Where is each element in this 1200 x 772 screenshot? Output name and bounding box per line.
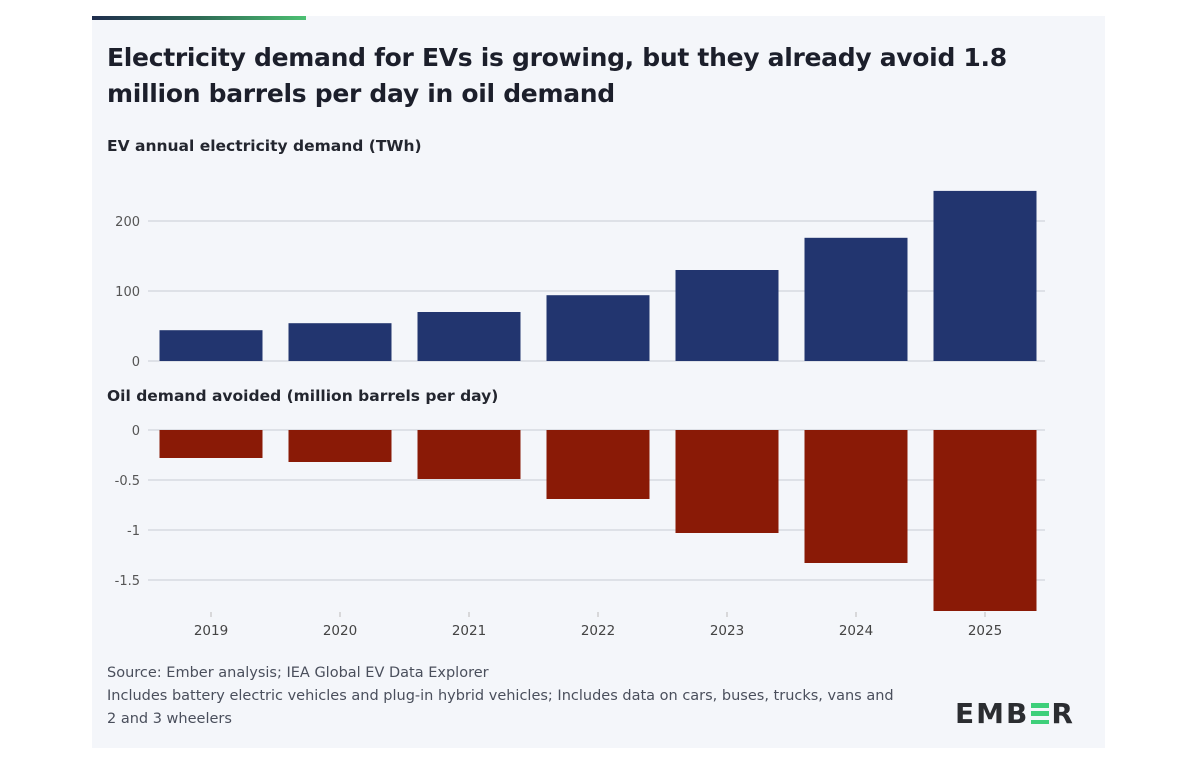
ember-logo: EMB R bbox=[955, 697, 1075, 730]
top-chart-title: EV annual electricity demand (TWh) bbox=[107, 137, 422, 155]
bottom-chart-title: Oil demand avoided (million barrels per … bbox=[107, 387, 499, 405]
oil-bar-2021 bbox=[417, 430, 521, 479]
y-tick-label: -1 bbox=[127, 524, 140, 539]
accent-bar bbox=[92, 16, 306, 20]
oil-bar-2023 bbox=[675, 430, 779, 533]
inclusion-note: Includes battery electric vehicles and p… bbox=[107, 688, 894, 727]
x-tick-label: 2025 bbox=[968, 623, 1002, 639]
y-tick-label: 100 bbox=[115, 285, 140, 300]
footer: Source: Ember analysis; IEA Global EV Da… bbox=[107, 662, 897, 731]
electricity-bar-2020 bbox=[288, 323, 392, 361]
oil-bar-2022 bbox=[546, 430, 650, 499]
chart-title: Electricity demand for EVs is growing, b… bbox=[107, 43, 1007, 108]
y-tick-label: -1.5 bbox=[115, 574, 140, 589]
electricity-bar-2023 bbox=[675, 270, 779, 361]
y-tick-label: -0.5 bbox=[115, 474, 140, 489]
electricity-bar-2022 bbox=[546, 295, 650, 361]
chart-card bbox=[92, 16, 1105, 748]
oil-bar-2024 bbox=[804, 430, 908, 563]
x-tick-label: 2024 bbox=[839, 623, 873, 639]
y-tick-label: 0 bbox=[132, 355, 140, 370]
electricity-bar-2024 bbox=[804, 237, 908, 361]
source-note: Source: Ember analysis; IEA Global EV Da… bbox=[107, 665, 489, 681]
oil-bar-2019 bbox=[159, 430, 263, 458]
electricity-bar-2021 bbox=[417, 312, 521, 361]
y-tick-label: 200 bbox=[115, 215, 140, 230]
oil-bar-2025 bbox=[933, 430, 1037, 611]
x-tick-label: 2019 bbox=[194, 623, 228, 639]
x-tick-label: 2022 bbox=[581, 623, 615, 639]
x-tick-label: 2021 bbox=[452, 623, 486, 639]
x-tick-label: 2020 bbox=[323, 623, 357, 639]
y-tick-label: 0 bbox=[132, 424, 140, 439]
oil-bar-2020 bbox=[288, 430, 392, 462]
electricity-bar-2019 bbox=[159, 330, 263, 361]
electricity-bar-2025 bbox=[933, 190, 1037, 361]
x-tick-label: 2023 bbox=[710, 623, 744, 639]
